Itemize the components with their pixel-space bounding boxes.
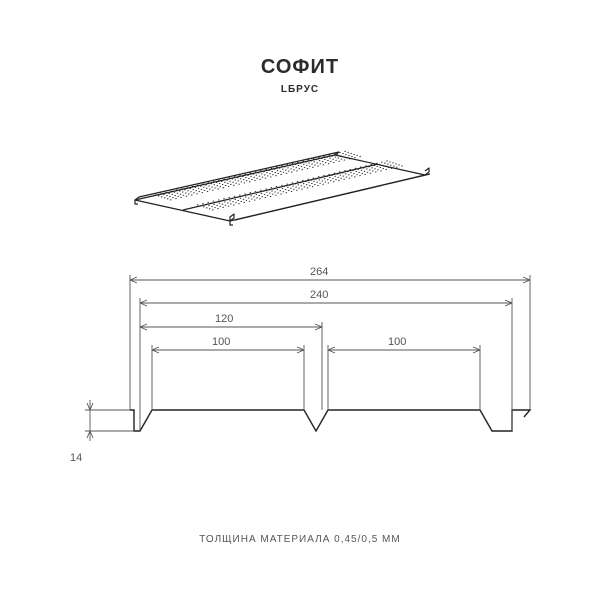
material-note: ТОЛЩИНА МАТЕРИАЛА 0,45/0,5 ММ	[0, 534, 600, 545]
isometric-view	[75, 105, 475, 245]
product-title: СОФИТ	[0, 56, 600, 79]
dim-14: 14	[70, 452, 82, 464]
dim-100-right: 100	[388, 336, 406, 348]
cross-section-view	[40, 265, 570, 485]
product-subtitle: LБРУС	[0, 84, 600, 95]
dim-100-left: 100	[212, 336, 230, 348]
dim-240: 240	[310, 289, 328, 301]
dim-264: 264	[310, 266, 328, 278]
dim-120: 120	[215, 313, 233, 325]
